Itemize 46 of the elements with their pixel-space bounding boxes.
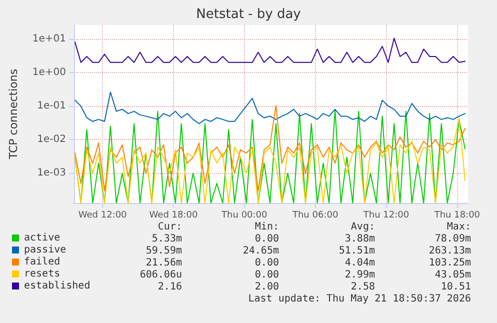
text: Last update: Thu May 21 18:50:37 2026: [248, 294, 471, 304]
text: 78.09m: [434, 234, 471, 244]
y-tick-label: 1e-01: [37, 100, 66, 112]
text: 263.13m: [428, 246, 471, 256]
chart-title: Netstat - by day: [196, 7, 302, 22]
x-tick-label: Thu 12:00: [362, 210, 410, 220]
text: 103.25m: [428, 258, 471, 268]
text: 0.00: [254, 234, 279, 244]
text: 59.59m: [146, 246, 182, 256]
legend-label: resets: [24, 268, 60, 280]
text: Max:: [446, 222, 471, 232]
x-tick-label: Thu 18:00: [433, 210, 480, 220]
text: 0.00: [254, 270, 279, 280]
y-tick-label: 1e+01: [32, 33, 66, 44]
text: 2.16: [158, 282, 182, 292]
text: 43.05m: [434, 270, 471, 280]
text: 606.06u: [140, 270, 182, 280]
text: 2.00: [254, 282, 279, 292]
y-tick-label: 1e-03: [37, 168, 66, 179]
text: 21.56m: [146, 258, 182, 268]
text: Avg:: [350, 222, 375, 232]
x-tick-label: Thu 00:00: [220, 210, 268, 220]
legend-label: failed: [24, 256, 60, 268]
text: 5.33m: [152, 234, 182, 244]
text: Cur:: [158, 222, 182, 232]
text: Min:: [254, 222, 279, 232]
text: 0.00: [254, 258, 279, 268]
line-series: [74, 105, 466, 192]
line-series: [74, 38, 466, 63]
text: 10.51: [440, 282, 471, 292]
text: 3.88m: [344, 234, 375, 244]
line-series: [74, 92, 466, 124]
x-tick-label: Thu 06:00: [291, 210, 338, 220]
text: 4.04m: [344, 258, 375, 268]
legend-label: established: [24, 280, 90, 292]
text: 2.58: [350, 282, 375, 292]
y-tick-label: 1e-02: [37, 134, 66, 146]
text: 51.51m: [338, 246, 375, 256]
y-axis-title: TCP connections: [7, 68, 20, 160]
x-tick-label: Wed 12:00: [78, 210, 128, 220]
x-tick-label: Wed 18:00: [149, 210, 198, 220]
legend-label: passive: [24, 244, 66, 256]
y-tick-label: 1e+00: [32, 67, 66, 78]
text: 2.99m: [344, 270, 375, 280]
text: 24.65m: [242, 246, 279, 256]
legend-label: active: [24, 232, 60, 244]
